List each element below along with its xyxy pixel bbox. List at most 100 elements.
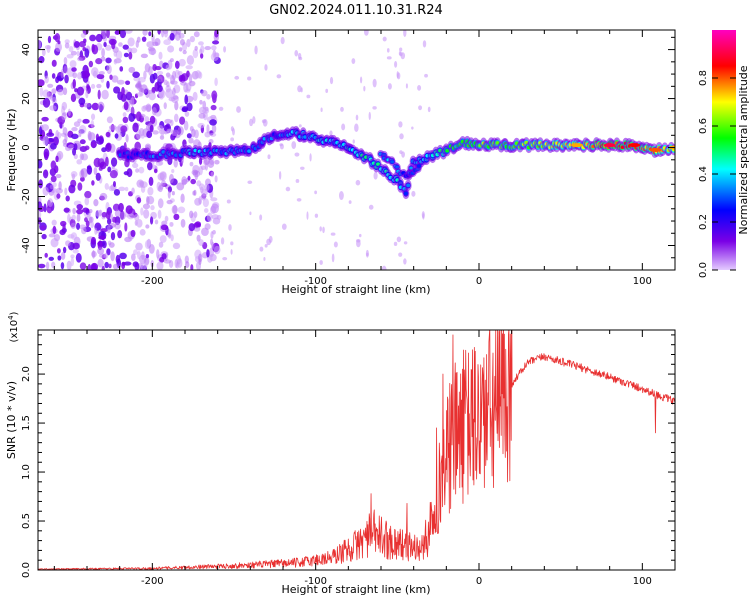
spectrogram-noise-cell (38, 40, 42, 49)
spectrogram-noise-cell (107, 166, 112, 173)
spectrogram-noise-cell (145, 224, 150, 229)
snr-y-label: SNR (10 * v/v) (5, 381, 18, 459)
spectrogram-noise-cell (51, 219, 57, 226)
spectrogram-noise-cell (147, 186, 154, 196)
spectrogram-noise-cell (95, 58, 103, 65)
spectrogram-noise-cell (202, 198, 209, 208)
spectrogram-noise-cell (149, 124, 154, 133)
spectrogram-y-tick-label: 0 (21, 144, 32, 150)
spectrogram-noise-cell (63, 207, 70, 213)
spectrogram-noise-cell (46, 205, 53, 214)
spectrogram-ridge-core (406, 183, 411, 188)
spectrogram-noise-cell (46, 132, 55, 137)
spectrogram-noise-cell (263, 256, 266, 261)
spectrogram-noise-cell (89, 208, 93, 214)
spectrogram-noise-cell (68, 184, 76, 194)
spectrogram-noise-cell (91, 250, 96, 259)
spectrogram-noise-cell (165, 64, 171, 71)
spectrogram-noise-cell (189, 125, 194, 132)
spectrogram-noise-cell (172, 87, 176, 96)
spectrogram-noise-cell (95, 33, 103, 43)
spectrogram-noise-cell (70, 257, 75, 267)
spectrogram-noise-cell (387, 83, 392, 90)
spectrogram-noise-cell (193, 31, 200, 38)
spectrogram-noise-cell (222, 257, 228, 261)
spectrogram-noise-cell (81, 70, 90, 79)
spectrogram-noise-cell (97, 247, 105, 255)
spectrogram-noise-cell (398, 121, 403, 128)
spectrogram-noise-cell (64, 74, 69, 84)
spectrogram-noise-cell (223, 46, 227, 53)
spectrogram-noise-cell (157, 209, 162, 219)
spectrogram-noise-cell (160, 224, 169, 231)
spectrogram-noise-cell (113, 58, 118, 65)
spectrogram-noise-cell (201, 188, 208, 197)
spectrogram-noise-cell (80, 33, 86, 38)
spectrogram-noise-cell (276, 74, 282, 79)
spectrogram-noise-cell (264, 64, 268, 71)
spectrogram-noise-cell (411, 126, 414, 130)
spectrogram-noise-cell (139, 263, 148, 270)
spectrogram-noise-cell (167, 229, 172, 239)
spectrogram-noise-cell (118, 186, 126, 192)
spectrogram-noise-cell (106, 218, 112, 225)
spectrogram-noise-cell (279, 143, 284, 150)
spectrogram-noise-cell (90, 262, 99, 270)
spectrogram-noise-cell (177, 126, 184, 136)
spectrogram-noise-cell (112, 203, 120, 212)
spectrogram-noise-cell (47, 198, 54, 208)
spectrogram-noise-cell (355, 114, 359, 121)
spectrogram-noise-cell (192, 48, 199, 59)
spectrogram-noise-cell (216, 214, 222, 220)
spectrogram-noise-cell (280, 36, 285, 45)
spectrogram-noise-cell (84, 145, 90, 151)
spectrogram-noise-cell (184, 111, 190, 117)
spectrogram-noise-cell (211, 90, 218, 101)
spectrogram-noise-cell (161, 253, 167, 260)
spectrogram-noise-cell (130, 229, 136, 237)
spectrogram-noise-cell (91, 67, 99, 77)
spectrogram-noise-cell (331, 253, 335, 263)
spectrogram-noise-cell (398, 252, 403, 257)
spectrogram-noise-cell (214, 77, 218, 87)
spectrogram-noise-cell (83, 38, 87, 44)
spectrogram-noise-cell (297, 52, 302, 60)
spectrogram-noise-cell (131, 253, 136, 261)
spectrogram-noise-cell (204, 46, 212, 51)
spectrogram-noise-cell (418, 105, 423, 111)
spectrogram-noise-cell (132, 162, 139, 169)
spectrogram-noise-cell (190, 264, 194, 270)
spectrogram-noise-cell (119, 66, 124, 72)
spectrogram-noise-cell (363, 85, 366, 92)
spectrogram-noise-cell (234, 75, 240, 80)
spectrogram-noise-cell (417, 85, 422, 91)
spectrogram-noise-cell (136, 92, 144, 97)
spectrogram-noise-cell (314, 213, 319, 218)
spectrogram-noise-cell (203, 208, 209, 213)
spectrogram-noise-cell (42, 135, 49, 146)
spectrogram-noise-cell (174, 101, 179, 111)
spectrogram-noise-cell (173, 159, 178, 168)
spectrogram-noise-cell (132, 71, 140, 78)
spectrogram-noise-cell (363, 30, 369, 36)
spectrogram-ridge-core (403, 191, 408, 196)
spectrogram-noise-cell (41, 48, 46, 57)
spectrogram-noise-cell (106, 116, 113, 124)
spectrogram-noise-cell (90, 120, 95, 129)
spectrogram-noise-cell (152, 130, 159, 135)
spectrogram-noise-cell (206, 124, 210, 134)
spectrogram-noise-cell (105, 57, 112, 64)
spectrogram-noise-cell (41, 233, 47, 240)
spectrogram-noise-cell (198, 113, 206, 119)
spectrogram-noise-cell (64, 39, 70, 44)
snr-x-tick-label: 100 (633, 576, 652, 587)
spectrogram-noise-cell (90, 83, 96, 89)
spectrogram-noise-cell (372, 106, 377, 110)
spectrogram-noise-cell (372, 78, 377, 88)
spectrogram-noise-cell (167, 45, 175, 53)
spectrogram-noise-cell (120, 125, 128, 133)
spectrogram-noise-cell (172, 242, 181, 250)
spectrogram-noise-cell (150, 48, 155, 56)
spectrogram-noise-cell (61, 112, 67, 121)
